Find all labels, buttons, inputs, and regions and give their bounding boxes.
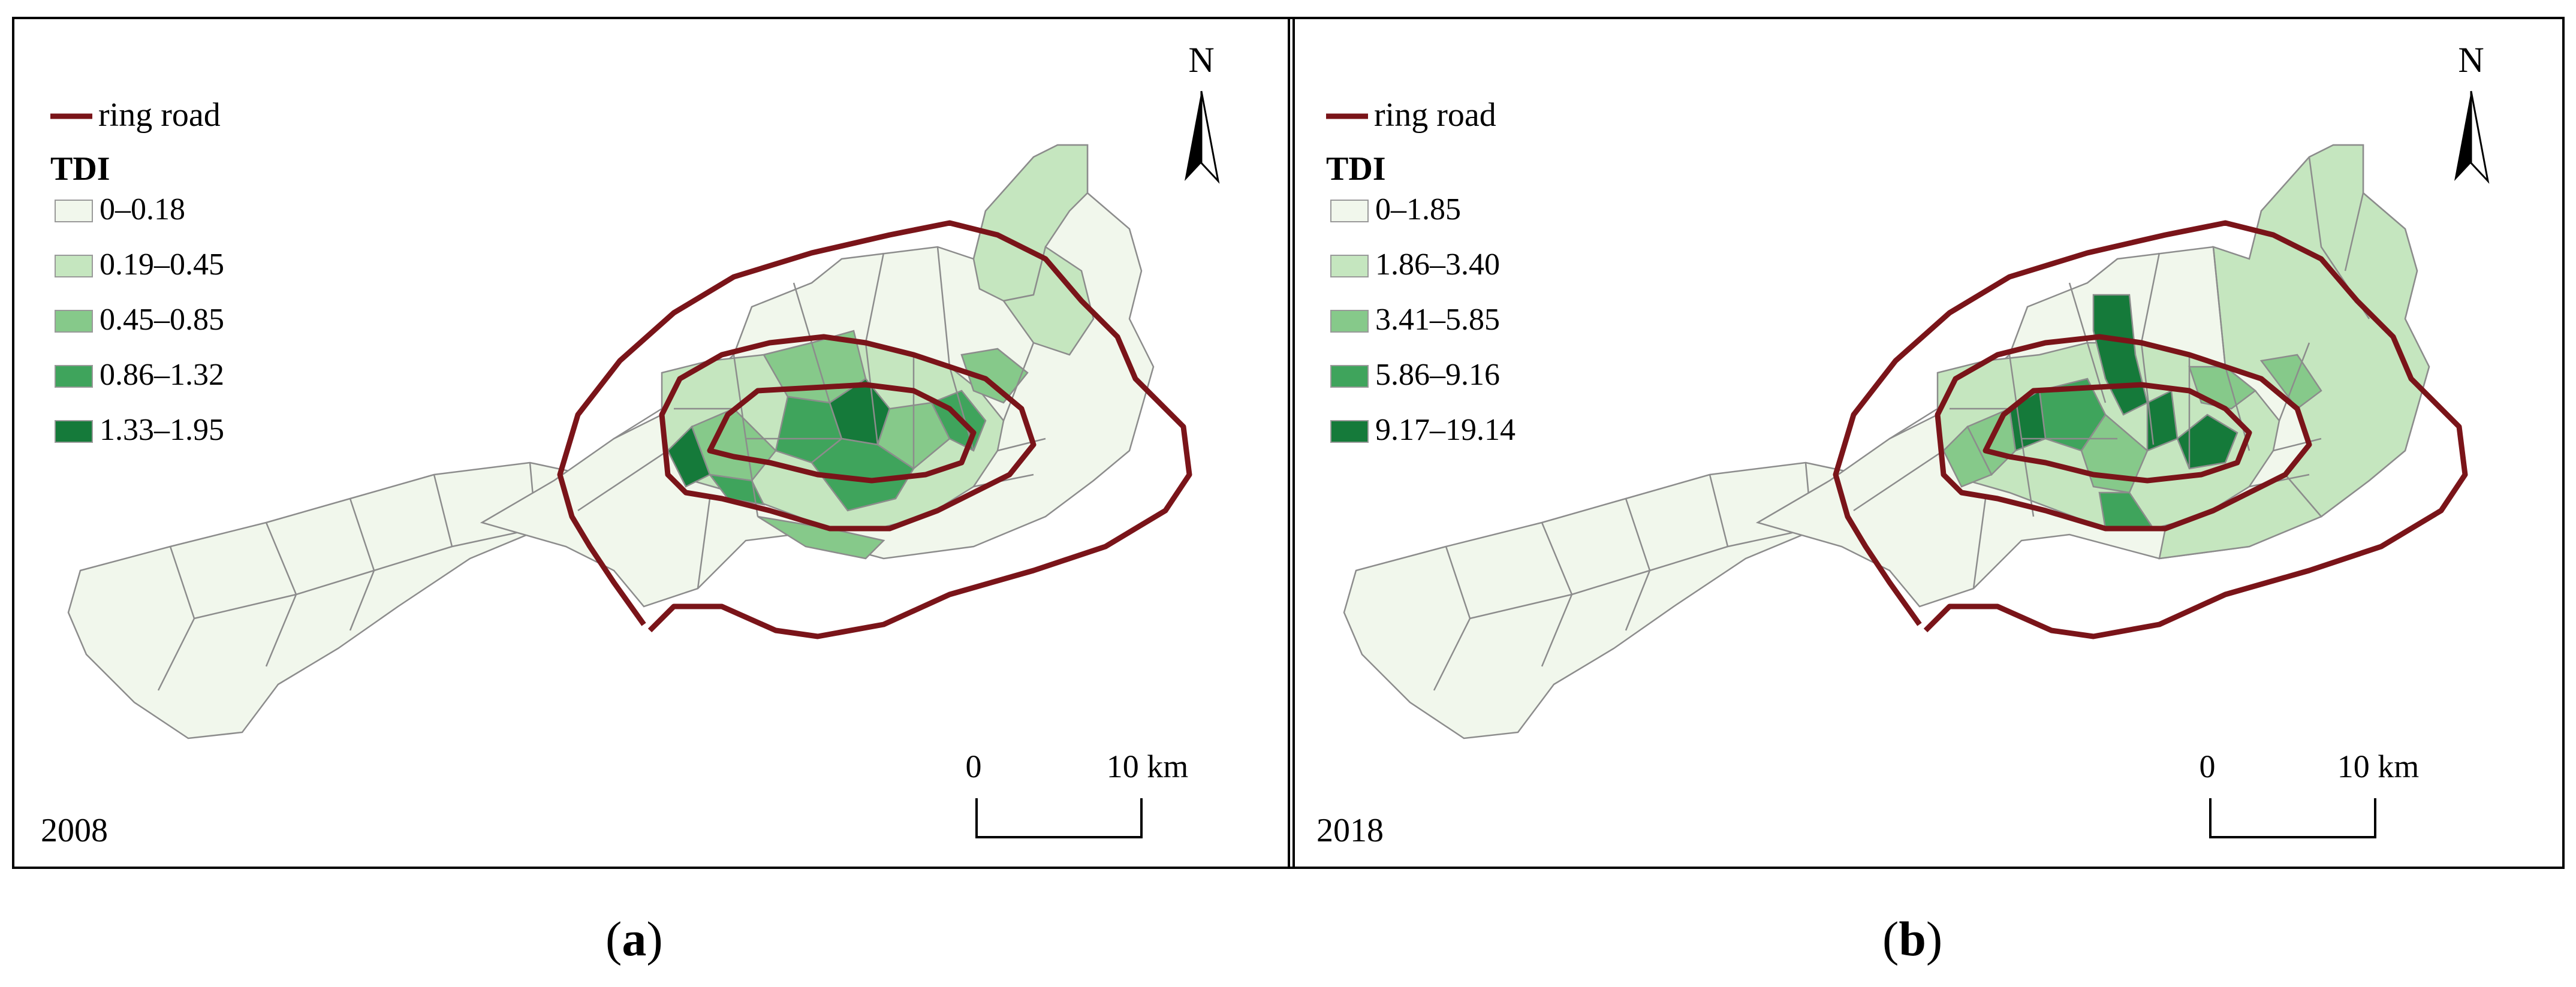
ring-road-middle bbox=[1935, 334, 2312, 532]
legend-a: ring road TDI 0–0.18 0.19–0.45 0.45–0.85… bbox=[50, 96, 224, 447]
legend-class-label-3: 3.41–5.85 bbox=[1375, 303, 1500, 337]
district-map-b bbox=[1343, 144, 2430, 740]
caption-b-close: ) bbox=[1926, 911, 1943, 966]
legend-classes-a: 0–0.18 0.19–0.45 0.45–0.85 0.86–1.32 1.3… bbox=[55, 192, 224, 447]
caption-b-open: ( bbox=[1882, 911, 1899, 966]
caption-a-letter: a bbox=[622, 911, 647, 966]
legend-classes-b: 0–1.85 1.86–3.40 3.41–5.85 5.86–9.16 9.1… bbox=[1330, 192, 1516, 447]
legend-swatch-4 bbox=[1330, 365, 1369, 388]
legend-swatch-1 bbox=[1330, 200, 1369, 222]
map-b-svg: ring road TDI 0–1.85 1.86–3.40 3.41–5.85… bbox=[1316, 40, 2490, 849]
ring-road-outer bbox=[557, 220, 1192, 639]
legend-class-label-4: 5.86–9.16 bbox=[1375, 358, 1500, 392]
ring-roads-b bbox=[1833, 220, 2468, 639]
legend-title: TDI bbox=[50, 150, 110, 188]
legend-swatch-2 bbox=[1330, 255, 1369, 277]
legend-title: TDI bbox=[1326, 150, 1386, 188]
ring-road-inner bbox=[707, 382, 977, 484]
legend-class-label-5: 9.17–19.14 bbox=[1375, 413, 1516, 447]
north-arrow-icon: N bbox=[2454, 40, 2490, 184]
ring-road-inner bbox=[1983, 382, 2252, 484]
legend-class-label-4: 0.86–1.32 bbox=[100, 358, 224, 392]
map-panel-b: ring road TDI 0–1.85 1.86–3.40 3.41–5.85… bbox=[1288, 17, 2565, 869]
scale-start-label: 0 bbox=[966, 748, 982, 784]
north-label: N bbox=[1188, 40, 1214, 80]
legend-swatch-3 bbox=[1330, 310, 1369, 333]
legend-class-label-2: 1.86–3.40 bbox=[1375, 247, 1500, 282]
legend-swatch-4 bbox=[55, 365, 93, 388]
scale-bar-b: 0 10 km bbox=[2200, 748, 2420, 838]
ring-road-legend-label: ring road bbox=[98, 96, 221, 134]
legend-b: ring road TDI 0–1.85 1.86–3.40 3.41–5.85… bbox=[1326, 96, 1516, 447]
legend-class-label-1: 0–0.18 bbox=[100, 192, 185, 227]
caption-a-open: ( bbox=[605, 911, 622, 966]
north-arrow-icon: N bbox=[1185, 40, 1220, 184]
ring-road-outer bbox=[1833, 220, 2468, 639]
north-label: N bbox=[2458, 40, 2484, 80]
caption-a-close: ) bbox=[646, 911, 663, 966]
map-a-svg: ring road TDI 0–0.18 0.19–0.45 0.45–0.85… bbox=[41, 40, 1220, 849]
scale-bar-a: 0 10 km bbox=[966, 748, 1189, 838]
scale-end-label: 10 km bbox=[2337, 748, 2420, 784]
legend-swatch-3 bbox=[55, 310, 93, 333]
scale-start-label: 0 bbox=[2200, 748, 2216, 784]
legend-swatch-2 bbox=[55, 255, 93, 277]
year-label: 2018 bbox=[1316, 812, 1384, 849]
caption-a: (a) bbox=[605, 911, 663, 967]
scale-end-label: 10 km bbox=[1107, 748, 1189, 784]
ring-roads-a bbox=[557, 220, 1192, 639]
legend-class-label-5: 1.33–1.95 bbox=[100, 413, 224, 447]
legend-class-label-1: 0–1.85 bbox=[1375, 192, 1461, 227]
ring-road-middle bbox=[659, 334, 1037, 532]
ring-road-legend-label: ring road bbox=[1374, 96, 1496, 134]
map-panel-a: ring road TDI 0–0.18 0.19–0.45 0.45–0.85… bbox=[12, 17, 1295, 869]
caption-b: (b) bbox=[1882, 911, 1942, 967]
caption-b-letter: b bbox=[1899, 911, 1926, 966]
legend-swatch-5 bbox=[55, 420, 93, 443]
legend-class-label-3: 0.45–0.85 bbox=[100, 303, 224, 337]
year-label: 2008 bbox=[41, 812, 108, 849]
legend-swatch-1 bbox=[55, 200, 93, 222]
legend-swatch-5 bbox=[1330, 420, 1369, 443]
district-map-a bbox=[67, 144, 1155, 740]
legend-class-label-2: 0.19–0.45 bbox=[100, 247, 224, 282]
